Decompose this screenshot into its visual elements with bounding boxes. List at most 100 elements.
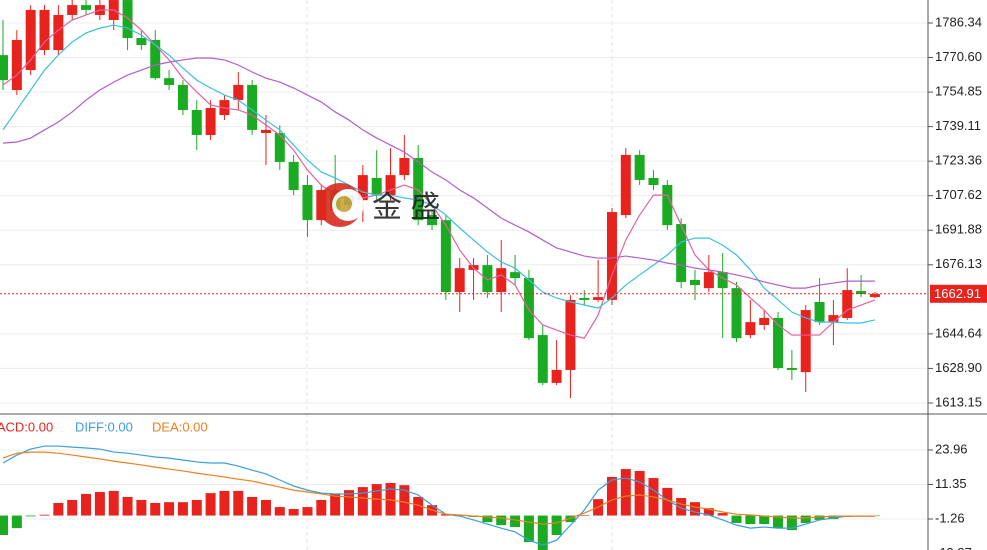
- candle-body: [413, 158, 424, 221]
- macd-bar: [482, 515, 493, 523]
- y-tick-label: 1707.62: [935, 187, 982, 202]
- last-price-label: 1662.91: [934, 286, 981, 301]
- macd-bar: [773, 515, 784, 529]
- candle-body: [482, 265, 493, 293]
- candle-body: [440, 220, 451, 293]
- y-tick-label: 1723.36: [935, 153, 982, 168]
- macd-bar: [302, 507, 313, 516]
- macd-bar: [39, 514, 50, 516]
- candle-body: [39, 9, 50, 51]
- candle-body: [0, 55, 8, 81]
- macd-bar: [828, 515, 839, 520]
- legend-entry: DEA:0.00: [152, 419, 208, 434]
- macd-line: [2, 445, 875, 546]
- macd-bar: [690, 502, 700, 516]
- macd-bar: [565, 515, 576, 523]
- candle-body: [150, 39, 161, 79]
- candle-body: [745, 322, 756, 336]
- macd-bar: [634, 470, 645, 516]
- candle-body: [371, 177, 382, 196]
- macd-bar: [703, 508, 714, 516]
- candle-body: [786, 367, 797, 370]
- candle-body: [579, 297, 590, 300]
- macd-bar: [676, 498, 687, 516]
- macd-bar: [357, 487, 368, 516]
- candle-body: [510, 272, 521, 279]
- candle-body: [122, 0, 133, 39]
- candle-body: [648, 177, 659, 185]
- candle-body: [634, 154, 645, 180]
- candle-body: [67, 5, 78, 15]
- macd-bar: [551, 515, 562, 535]
- candle-body: [454, 268, 465, 293]
- macd-bar: [67, 499, 78, 516]
- macd-bar: [177, 502, 188, 516]
- macd-bar: [759, 515, 770, 525]
- candle-body: [620, 154, 631, 216]
- candle-body: [814, 301, 825, 323]
- macd-bar: [440, 514, 451, 516]
- macd-bar: [260, 499, 271, 516]
- y-tick-label: 1676.13: [935, 256, 982, 271]
- candle-body: [260, 129, 271, 134]
- candle-body: [233, 84, 244, 101]
- macd-bar: [371, 484, 382, 516]
- candle-body: [357, 175, 368, 201]
- candle-body: [800, 310, 811, 373]
- candle-body: [274, 133, 285, 162]
- candle-body: [606, 211, 617, 300]
- macd-bar: [606, 476, 617, 516]
- candle-body: [399, 158, 410, 176]
- candle-body: [177, 84, 188, 110]
- macd-bar: [108, 490, 119, 516]
- candle-body: [81, 5, 92, 10]
- macd-bar: [53, 502, 64, 516]
- candle-body: [136, 38, 147, 46]
- candle-body: [427, 215, 438, 226]
- macd-bar: [523, 515, 534, 543]
- y-tick-label: 23.96: [935, 441, 968, 456]
- y-tick-label: -13.87: [935, 545, 972, 550]
- macd-bar: [579, 515, 590, 516]
- macd-bar: [800, 515, 811, 523]
- logo-ball: [336, 196, 352, 212]
- y-tick-label: 11.35: [935, 476, 967, 491]
- ma-line: [2, 57, 875, 289]
- candle-body: [690, 279, 700, 286]
- candle-body: [302, 184, 313, 221]
- candle-body: [703, 272, 714, 289]
- candle-body: [247, 84, 258, 130]
- macd-bar: [191, 499, 202, 516]
- macd-bar: [537, 515, 548, 550]
- macd-bar: [786, 515, 797, 531]
- candle-body: [11, 39, 22, 90]
- macd-bar: [510, 515, 521, 528]
- candle-body: [551, 369, 562, 383]
- candle-body: [828, 315, 839, 323]
- macd-bar: [247, 496, 258, 516]
- macd-bar: [330, 493, 341, 516]
- macd-bar: [731, 515, 742, 523]
- macd-bar: [164, 502, 175, 516]
- candle-body: [869, 294, 880, 298]
- candle-body: [25, 9, 36, 71]
- candle-body: [537, 335, 548, 383]
- candle-body: [676, 224, 687, 282]
- y-tick-label: 1628.90: [935, 360, 982, 375]
- macd-bar: [81, 493, 92, 516]
- watermark-text: 金 盛: [372, 191, 440, 224]
- macd-bar: [274, 507, 285, 516]
- macd-bar: [150, 502, 161, 516]
- candle-body: [53, 14, 64, 51]
- macd-bar: [344, 490, 354, 516]
- macd-bar: [814, 515, 825, 520]
- candle-body: [191, 109, 202, 135]
- macd-bar: [11, 515, 22, 529]
- candle-body: [205, 107, 216, 135]
- legend-entry: DIFF:0.00: [75, 419, 133, 434]
- macd-bar: [717, 513, 728, 516]
- macd-bar: [136, 499, 147, 516]
- macd-bar: [662, 487, 673, 516]
- macd-bar: [122, 496, 133, 516]
